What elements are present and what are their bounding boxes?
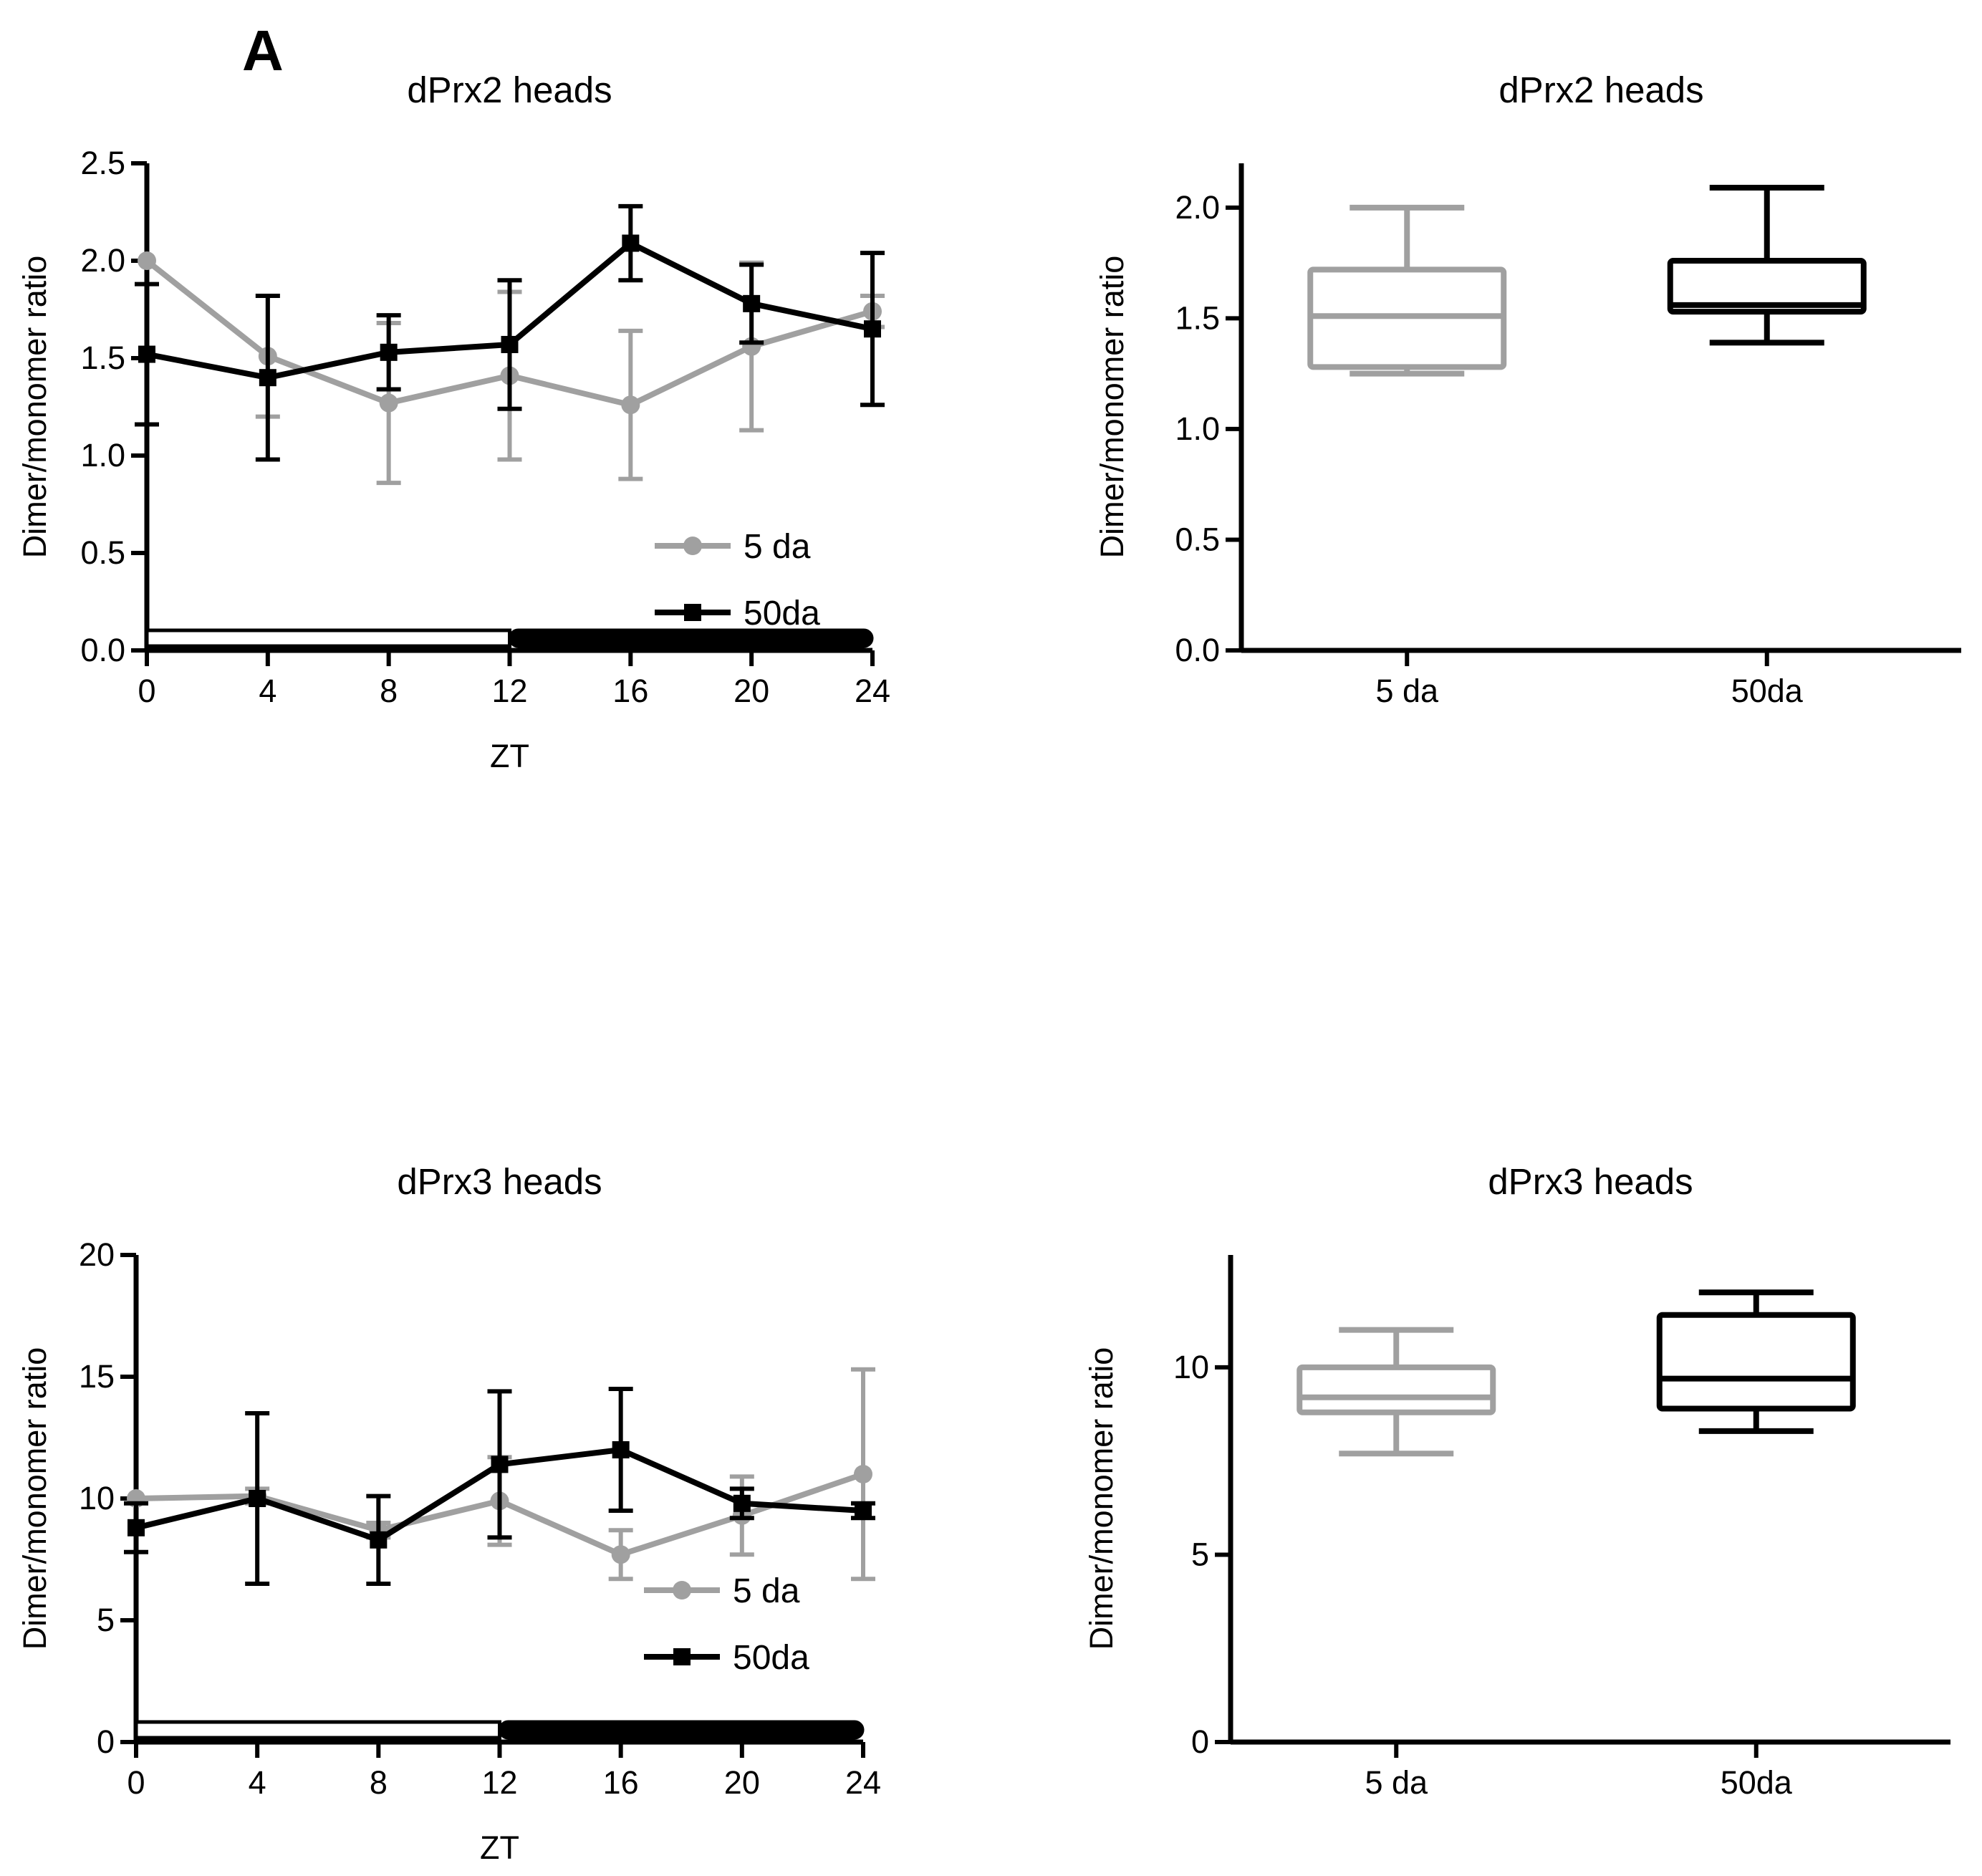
data-point-50da: [380, 343, 398, 361]
light-period-bar: [134, 1720, 501, 1740]
dark-period-bar: [499, 1720, 865, 1740]
y-tick-label: 20: [79, 1236, 115, 1273]
data-point-50da: [128, 1519, 145, 1536]
y-tick-label: 2.0: [80, 242, 125, 279]
chart-title: dPrx2 heads: [407, 69, 612, 110]
data-point-50da: [612, 1441, 630, 1458]
data-point-50da: [622, 234, 640, 252]
data-point-50da: [249, 1490, 266, 1507]
x-category-label: 5 da: [1365, 1764, 1428, 1801]
data-point-50da: [501, 335, 519, 353]
y-tick-label: 0.0: [1175, 632, 1220, 668]
data-point-5da: [379, 393, 398, 413]
data-point-50da: [370, 1531, 388, 1549]
legend-marker-5da: [683, 537, 702, 555]
x-axis-title: ZT: [480, 1829, 519, 1866]
panel-letter: A: [242, 19, 284, 82]
legend-label-5da: 5 da: [733, 1572, 800, 1610]
x-tick-label: 8: [380, 673, 398, 709]
x-tick-label: 24: [845, 1764, 881, 1801]
y-tick-label: 0: [97, 1723, 115, 1760]
x-category-label: 5 da: [1375, 673, 1439, 709]
data-point-50da: [733, 1494, 751, 1512]
data-point-50da: [743, 294, 761, 312]
chart-title: dPrx2 heads: [1498, 69, 1703, 110]
y-tick-label: 2.0: [1175, 189, 1220, 226]
x-tick-label: 0: [138, 673, 155, 709]
legend-label-50da: 50da: [744, 595, 820, 632]
box-5da: [1297, 1364, 1496, 1415]
light-period-bar: [145, 628, 511, 648]
x-tick-label: 24: [855, 673, 890, 709]
data-point-50da: [259, 369, 276, 387]
chart-prx2-time: 0.0 0.5 1.0 1.5 2.0 2.5 dPrx2 heads Dimer/monom…: [16, 69, 890, 774]
x-category-label: 50da: [1731, 673, 1804, 709]
chart-title: dPrx3 heads: [1488, 1161, 1693, 1202]
legend-marker-50da: [673, 1648, 691, 1665]
data-point-5da: [621, 395, 640, 415]
dark-period-bar: [509, 628, 874, 648]
chart-title: dPrx3 heads: [397, 1161, 602, 1202]
legend-label-50da: 50da: [733, 1639, 809, 1677]
y-tick-label: 0.5: [1175, 521, 1220, 557]
x-category-label: 50da: [1721, 1764, 1793, 1801]
y-tick-label: 1.5: [1175, 299, 1220, 336]
data-point-50da: [855, 1502, 872, 1519]
y-tick-label: 10: [1173, 1349, 1209, 1385]
y-tick-label: 1.0: [1175, 410, 1220, 447]
legend-marker-50da: [684, 604, 701, 621]
y-tick-label: 5: [97, 1602, 115, 1638]
x-tick-label: 20: [724, 1764, 760, 1801]
chart-prx3-box: 0 5 10 dPrx3 heads Dimer/monomer ratio 5 da 50…: [1083, 1161, 1950, 1801]
y-axis-title: Dimer/monomer ratio: [1083, 1347, 1120, 1650]
x-tick-label: 0: [127, 1764, 145, 1801]
legend-label-5da: 5 da: [744, 528, 811, 566]
y-tick-label: 0: [1191, 1723, 1209, 1760]
y-tick-label: 2.5: [80, 145, 125, 181]
box-50da: [1667, 258, 1867, 315]
x-tick-label: 16: [612, 673, 648, 709]
x-tick-label: 16: [603, 1764, 639, 1801]
data-point-5da: [611, 1545, 630, 1564]
y-tick-label: 0.5: [80, 534, 125, 571]
y-axis-title: Dimer/monomer ratio: [16, 1347, 53, 1650]
x-tick-label: 12: [481, 1764, 517, 1801]
data-point-50da: [491, 1456, 509, 1473]
y-axis-title: Dimer/monomer ratio: [16, 256, 53, 559]
legend-marker-5da: [673, 1581, 691, 1600]
data-point-5da: [138, 251, 156, 270]
x-tick-label: 4: [259, 673, 276, 709]
y-tick-label: 1.5: [80, 340, 125, 376]
chart-prx2-box: 0.0 0.5 1.0 1.5 2.0 dPrx2 heads Dimer/monomer …: [1094, 69, 1961, 709]
y-tick-label: 0.0: [80, 632, 125, 668]
y-tick-label: 5: [1191, 1536, 1209, 1572]
x-tick-label: 20: [733, 673, 769, 709]
data-point-50da: [864, 320, 881, 338]
chart-prx3-time: 0 5 10 15 20 dPrx3 heads Dimer/monomer ratio 0 4…: [16, 1161, 881, 1866]
y-axis-title: Dimer/monomer ratio: [1094, 256, 1130, 559]
data-point-5da: [854, 1465, 872, 1483]
x-axis-title: ZT: [490, 738, 529, 774]
data-point-50da: [138, 345, 155, 363]
y-tick-label: 10: [79, 1480, 115, 1516]
box-50da: [1656, 1312, 1856, 1412]
x-tick-label: 8: [370, 1764, 388, 1801]
x-tick-label: 4: [249, 1764, 266, 1801]
y-tick-label: 15: [79, 1358, 115, 1395]
y-tick-label: 1.0: [80, 437, 125, 473]
x-tick-label: 12: [491, 673, 527, 709]
